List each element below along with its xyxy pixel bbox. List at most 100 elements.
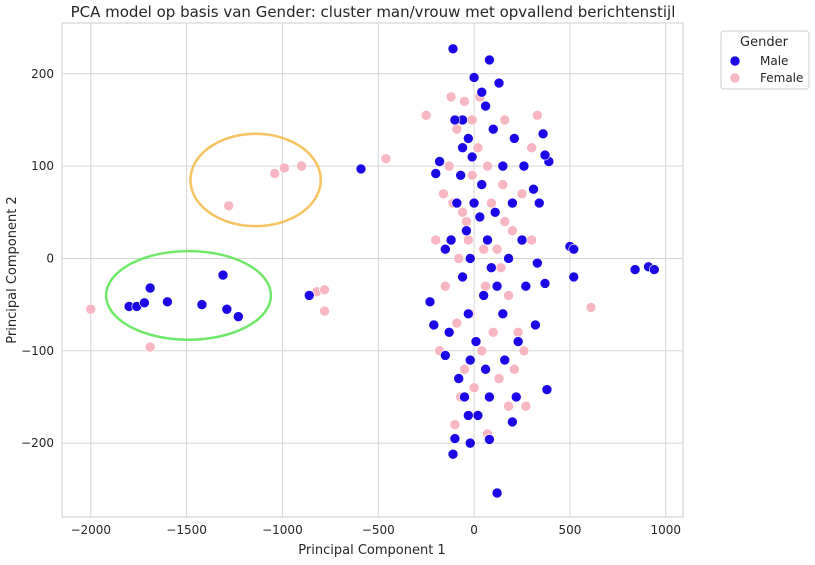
point-male	[539, 278, 551, 289]
point-female	[518, 345, 530, 357]
point-male	[629, 264, 641, 275]
annotation-ellipse-0	[189, 132, 322, 228]
grid	[62, 23, 683, 517]
point-female	[319, 284, 330, 296]
point-female	[516, 188, 528, 200]
data-points	[85, 43, 660, 499]
point-male	[503, 253, 514, 264]
point-male	[144, 282, 156, 294]
point-male	[464, 354, 476, 366]
point-male	[457, 142, 468, 153]
point-male	[510, 391, 522, 403]
point-female	[507, 225, 518, 237]
point-male	[440, 243, 451, 255]
point-male	[507, 197, 518, 209]
point-male	[533, 197, 545, 209]
point-male	[537, 128, 549, 140]
point-male	[466, 151, 478, 163]
point-female	[499, 216, 511, 227]
point-male	[303, 290, 315, 301]
point-female	[451, 123, 463, 135]
x-tick-label: −500	[362, 523, 395, 537]
point-female	[478, 243, 489, 255]
point-male	[476, 86, 488, 98]
point-female	[451, 317, 463, 329]
point-male	[449, 114, 461, 126]
point-male	[428, 319, 440, 331]
point-female	[512, 327, 524, 338]
point-male	[461, 225, 472, 237]
point-male	[509, 133, 520, 144]
point-female	[509, 363, 520, 375]
point-male	[484, 391, 495, 403]
point-male	[516, 234, 528, 246]
point-male	[445, 234, 457, 246]
point-female	[503, 290, 514, 301]
point-female	[520, 400, 532, 412]
point-male	[474, 211, 486, 223]
point-male	[568, 243, 580, 255]
point-female	[472, 142, 484, 153]
point-female	[85, 303, 97, 315]
point-female	[486, 197, 497, 209]
point-male	[499, 354, 511, 366]
x-tick-label: −1500	[166, 523, 207, 537]
y-tick-label: 200	[31, 67, 54, 81]
point-male	[568, 271, 580, 283]
point-male	[233, 311, 244, 322]
y-axis-ticks: −200 −100 0 100 200	[21, 67, 54, 450]
point-male	[476, 179, 488, 190]
legend-marker-female	[729, 72, 741, 84]
legend-label-male: Male	[760, 54, 788, 68]
point-female	[296, 160, 307, 172]
x-axis-ticks: −2000 −1500 −1000 −500 0 500 1000	[70, 523, 681, 537]
point-female	[466, 170, 478, 181]
point-female	[503, 400, 514, 412]
point-male	[487, 123, 499, 135]
point-male	[449, 433, 461, 444]
point-female	[526, 234, 537, 246]
point-female	[453, 253, 465, 264]
point-male	[457, 271, 468, 283]
legend: Gender Male Female	[720, 30, 810, 90]
point-male	[528, 183, 539, 195]
x-tick-label: 500	[558, 523, 581, 537]
y-tick-label: 100	[31, 159, 54, 173]
point-male	[480, 363, 491, 375]
point-female	[499, 114, 511, 126]
y-tick-label: −100	[21, 344, 54, 358]
point-male	[447, 448, 459, 460]
point-male	[459, 391, 470, 403]
point-male	[470, 336, 482, 347]
point-female	[497, 179, 509, 190]
legend-label-female: Female	[760, 71, 803, 85]
legend-box	[720, 30, 810, 90]
point-male	[482, 234, 493, 246]
point-male	[480, 100, 491, 112]
point-female	[279, 162, 290, 174]
point-male	[453, 373, 465, 384]
point-female	[144, 341, 156, 353]
y-tick-label: 0	[46, 251, 54, 265]
point-female	[491, 243, 503, 255]
point-male	[489, 206, 501, 218]
point-male	[464, 253, 476, 264]
point-male	[463, 133, 474, 144]
point-male	[440, 350, 451, 361]
point-male	[217, 269, 229, 281]
point-female	[420, 110, 432, 121]
point-male	[497, 160, 509, 172]
point-male	[512, 336, 524, 347]
point-female	[482, 160, 493, 172]
point-male	[455, 170, 466, 181]
point-male	[463, 308, 474, 320]
point-female	[445, 91, 457, 103]
point-female	[457, 206, 468, 218]
point-female	[480, 280, 491, 292]
point-female	[476, 345, 488, 357]
point-female	[443, 160, 455, 172]
point-male	[443, 327, 455, 338]
point-male	[491, 280, 503, 292]
y-axis-label: Principal Component 2	[5, 196, 20, 343]
point-female	[380, 153, 392, 165]
